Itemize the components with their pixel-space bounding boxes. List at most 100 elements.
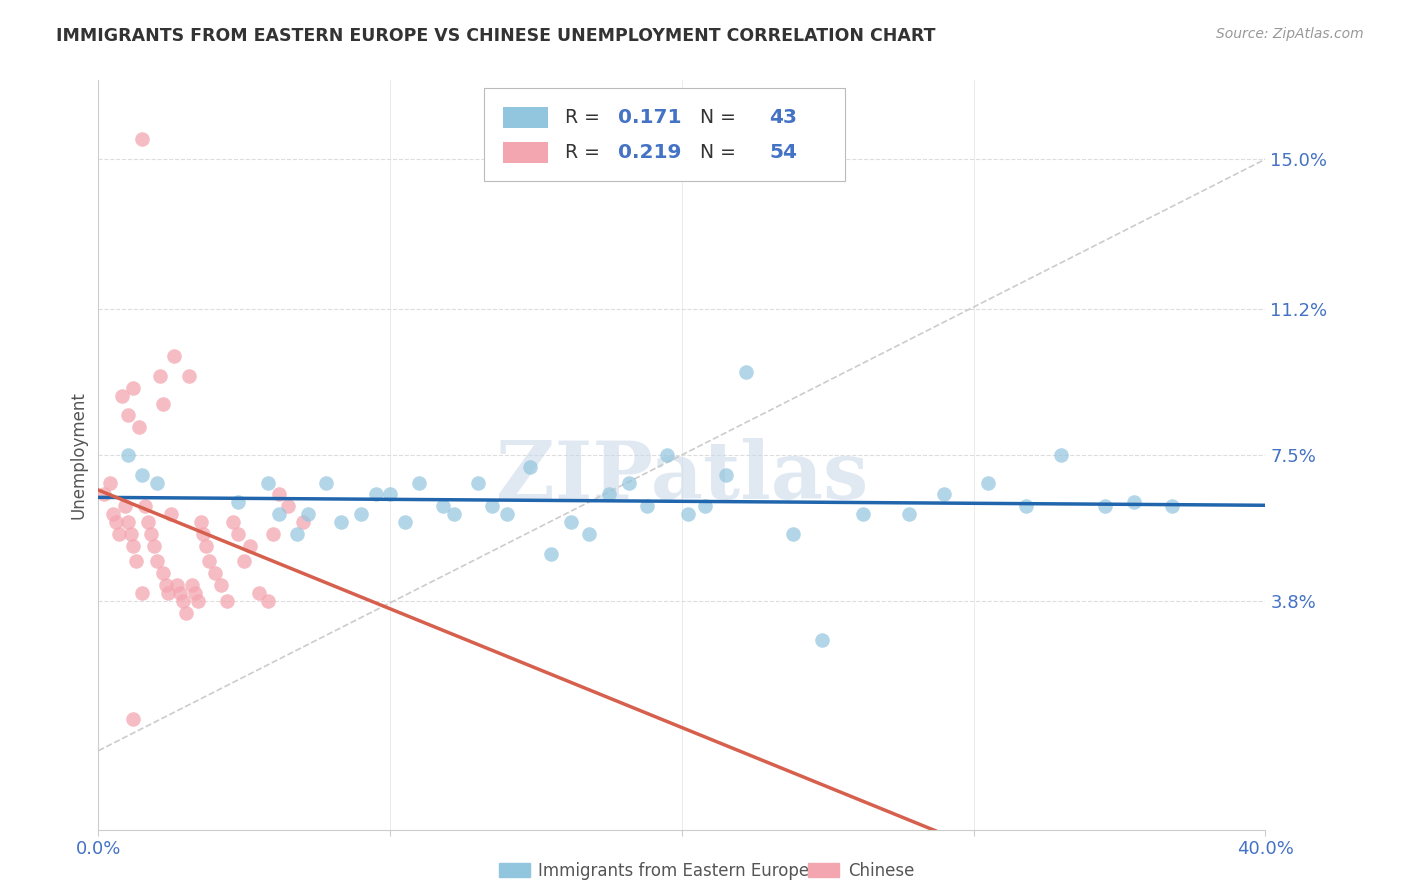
Point	[598, 487, 620, 501]
Text: N =: N =	[688, 108, 741, 128]
Point	[364, 487, 387, 501]
Point	[285, 526, 308, 541]
Point	[134, 499, 156, 513]
Point	[139, 526, 162, 541]
Point	[1015, 499, 1038, 513]
Point	[540, 547, 562, 561]
Point	[619, 475, 641, 490]
Point	[183, 586, 205, 600]
Point	[247, 586, 270, 600]
Point	[160, 507, 183, 521]
Point	[676, 507, 699, 521]
Point	[131, 586, 153, 600]
Point	[636, 499, 658, 513]
FancyBboxPatch shape	[503, 143, 548, 163]
Point	[228, 495, 250, 509]
Point	[117, 409, 139, 423]
Point	[101, 507, 124, 521]
Point	[142, 539, 165, 553]
Point	[811, 633, 834, 648]
Point	[1094, 499, 1116, 513]
Point	[120, 526, 142, 541]
Point	[221, 515, 243, 529]
Text: 43: 43	[769, 108, 797, 128]
Point	[190, 515, 212, 529]
Point	[198, 554, 221, 568]
FancyBboxPatch shape	[503, 107, 548, 128]
Point	[215, 594, 238, 608]
Point	[146, 554, 169, 568]
Point	[169, 586, 191, 600]
Point	[262, 526, 284, 541]
Point	[114, 499, 136, 513]
Point	[291, 515, 314, 529]
Point	[735, 365, 758, 379]
Point	[315, 475, 337, 490]
Point	[1161, 499, 1184, 513]
Point	[163, 349, 186, 363]
Point	[174, 606, 197, 620]
Point	[155, 578, 177, 592]
Point	[193, 526, 215, 541]
Point	[180, 578, 202, 592]
Point	[187, 594, 209, 608]
Point	[432, 499, 454, 513]
Point	[111, 389, 134, 403]
Point	[695, 499, 717, 513]
Point	[269, 507, 291, 521]
Point	[152, 397, 174, 411]
Point	[934, 487, 956, 501]
Point	[172, 594, 194, 608]
Text: N =: N =	[688, 144, 741, 162]
Text: IMMIGRANTS FROM EASTERN EUROPE VS CHINESE UNEMPLOYMENT CORRELATION CHART: IMMIGRANTS FROM EASTERN EUROPE VS CHINES…	[56, 27, 936, 45]
Point	[228, 526, 250, 541]
Point	[152, 566, 174, 581]
Text: 0.171: 0.171	[617, 108, 682, 128]
Point	[297, 507, 319, 521]
Point	[104, 515, 127, 529]
Point	[157, 586, 180, 600]
Text: R =: R =	[565, 144, 606, 162]
Point	[108, 526, 131, 541]
Point	[898, 507, 921, 521]
Point	[977, 475, 1000, 490]
Point	[122, 539, 145, 553]
FancyBboxPatch shape	[484, 87, 845, 181]
Point	[122, 381, 145, 395]
Point	[233, 554, 256, 568]
Text: ZIPatlas: ZIPatlas	[496, 438, 868, 516]
Point	[256, 594, 278, 608]
Point	[204, 566, 226, 581]
Point	[98, 475, 121, 490]
Point	[852, 507, 875, 521]
Point	[1050, 448, 1073, 462]
Text: Source: ZipAtlas.com: Source: ZipAtlas.com	[1216, 27, 1364, 41]
Point	[350, 507, 373, 521]
Point	[149, 369, 172, 384]
Point	[1123, 495, 1146, 509]
Point	[117, 515, 139, 529]
Point	[93, 487, 115, 501]
Point	[131, 132, 153, 146]
Point	[125, 554, 148, 568]
Point	[177, 369, 200, 384]
Point	[166, 578, 188, 592]
Point	[122, 712, 145, 726]
Text: Chinese: Chinese	[848, 862, 914, 880]
Text: 54: 54	[769, 144, 797, 162]
Point	[256, 475, 278, 490]
Point	[380, 487, 402, 501]
Text: R =: R =	[565, 108, 606, 128]
Text: 0.219: 0.219	[617, 144, 681, 162]
Point	[128, 420, 150, 434]
Point	[136, 515, 159, 529]
Point	[209, 578, 232, 592]
Y-axis label: Unemployment: Unemployment	[69, 391, 87, 519]
Point	[443, 507, 465, 521]
Point	[195, 539, 218, 553]
Point	[117, 448, 139, 462]
Point	[481, 499, 503, 513]
Point	[239, 539, 262, 553]
Point	[277, 499, 299, 513]
Text: Immigrants from Eastern Europe: Immigrants from Eastern Europe	[538, 862, 810, 880]
